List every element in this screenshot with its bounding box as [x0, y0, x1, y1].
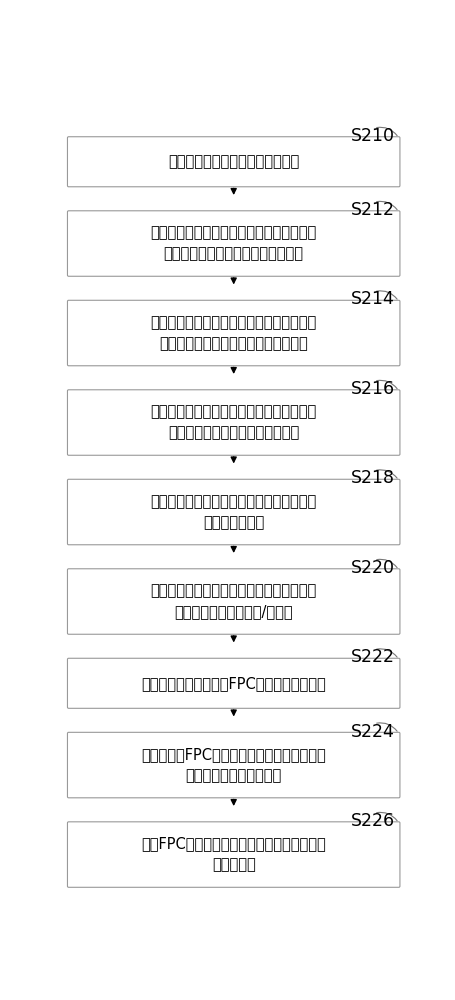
- FancyBboxPatch shape: [67, 211, 399, 276]
- FancyBboxPatch shape: [67, 390, 399, 455]
- Text: S220: S220: [350, 559, 394, 577]
- FancyBboxPatch shape: [67, 658, 399, 708]
- Text: S222: S222: [350, 648, 394, 666]
- Text: S218: S218: [350, 469, 394, 487]
- Text: 通过摄像模块对玻璃面板进行摄像以生成第
一图像信息，并传输给图像处理模块: 通过摄像模块对玻璃面板进行摄像以生成第 一图像信息，并传输给图像处理模块: [150, 226, 316, 262]
- Text: 通过对位标记控制模块调整显示模块显示的
第二对位标记的位置和/或大小: 通过对位标记控制模块调整显示模块显示的 第二对位标记的位置和/或大小: [150, 584, 316, 620]
- Text: 摄像模块对FPC进行摄像，经图像处理模块处
理后由显示模块进行显示: 摄像模块对FPC进行摄像，经图像处理模块处 理后由显示模块进行显示: [141, 747, 325, 783]
- Text: S226: S226: [350, 812, 394, 830]
- FancyBboxPatch shape: [67, 137, 399, 187]
- Text: 显示模块根据对从图像处理模块接收到的图
像信息进行显示: 显示模块根据对从图像处理模块接收到的图 像信息进行显示: [150, 494, 316, 530]
- FancyBboxPatch shape: [67, 300, 399, 366]
- Text: 图像处理模块综合对第一图像信息和第二图
像信息进行处理后发送给显示模块: 图像处理模块综合对第一图像信息和第二图 像信息进行处理后发送给显示模块: [150, 405, 316, 441]
- Text: S214: S214: [350, 290, 394, 308]
- FancyBboxPatch shape: [67, 732, 399, 798]
- FancyBboxPatch shape: [67, 569, 399, 634]
- Text: S212: S212: [350, 201, 394, 219]
- Text: S210: S210: [350, 127, 394, 145]
- Text: S216: S216: [350, 380, 394, 398]
- FancyBboxPatch shape: [67, 822, 399, 887]
- Text: 调整FPC的位置，使得第二对位标记和第三对
位标记对准: 调整FPC的位置，使得第二对位标记和第三对 位标记对准: [141, 837, 325, 873]
- Text: 对位标记控制模块产生第二对位标记信号，
由图像处理模块处理后发送给显示模块: 对位标记控制模块产生第二对位标记信号， 由图像处理模块处理后发送给显示模块: [150, 315, 316, 351]
- Text: 提供设有第一对位标记的玻璃面板: 提供设有第一对位标记的玻璃面板: [168, 154, 298, 169]
- Text: 将设有第三对位标记的FPC置于玻璃面板上方: 将设有第三对位标记的FPC置于玻璃面板上方: [141, 676, 325, 691]
- Text: S224: S224: [350, 723, 394, 741]
- FancyBboxPatch shape: [67, 479, 399, 545]
